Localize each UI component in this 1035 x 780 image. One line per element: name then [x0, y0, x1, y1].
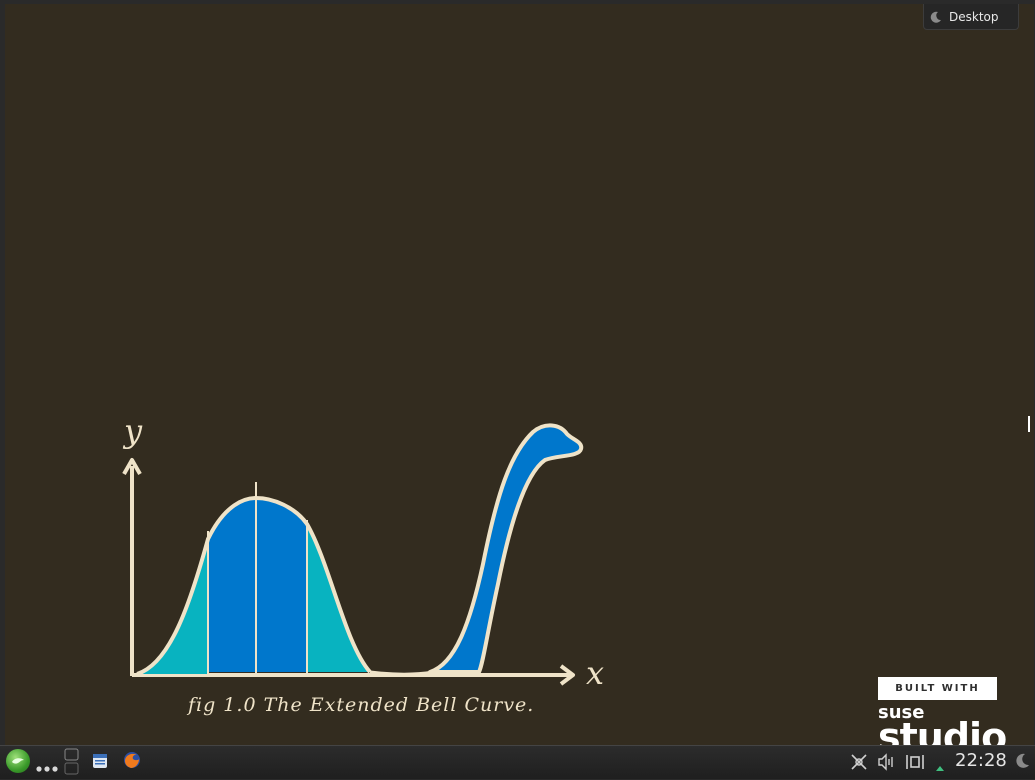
dinosaur-curve: [428, 423, 584, 674]
y-axis-letter: y: [122, 412, 143, 450]
volume-icon[interactable]: [877, 753, 895, 775]
desktop-widget-button[interactable]: Desktop: [923, 4, 1019, 30]
virtual-desktop-pager-icon[interactable]: [64, 748, 80, 780]
suse-studio-badge: BUILT WITH suse studio: [878, 677, 1007, 745]
network-disconnected-icon[interactable]: [850, 753, 868, 775]
taskbar-panel: 22:28: [0, 745, 1035, 779]
x-axis-letter: x: [586, 654, 604, 692]
expand-tray-arrow-icon[interactable]: [935, 757, 945, 776]
suse-label: suse: [878, 702, 925, 723]
firefox-icon[interactable]: [123, 751, 141, 773]
clock[interactable]: 22:28: [955, 750, 1007, 771]
bell-curve-wallpaper: y x fig 1.0 The Extended Bell Curve.: [122, 412, 604, 716]
wallpaper-caption: fig 1.0 The Extended Bell Curve.: [186, 694, 534, 716]
dolphin-file-manager-icon[interactable]: [92, 753, 108, 773]
desktop-widget-label: Desktop: [949, 9, 999, 24]
studio-label: studio: [878, 715, 1007, 745]
plasma-toolbox-icon[interactable]: [1014, 752, 1030, 774]
built-with-label: BUILT WITH: [878, 677, 997, 700]
dots-icon[interactable]: [36, 758, 58, 777]
clipboard-icon[interactable]: [905, 753, 925, 775]
desktop-area[interactable]: y x fig 1.0 The Extended Bell Curve. Des…: [5, 4, 1034, 745]
plasma-toolbox-icon: [930, 11, 942, 23]
screen-edge-marker: [1028, 416, 1030, 432]
opensuse-gecko-icon[interactable]: [6, 749, 30, 773]
